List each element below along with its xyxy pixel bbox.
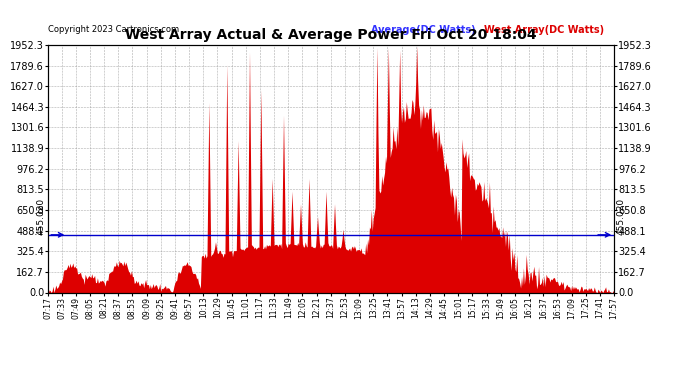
Text: Average(DC Watts): Average(DC Watts) bbox=[371, 25, 475, 35]
Text: Copyright 2023 Cartronics.com: Copyright 2023 Cartronics.com bbox=[48, 25, 179, 34]
Text: 455.020: 455.020 bbox=[617, 198, 626, 235]
Title: West Array Actual & Average Power Fri Oct 20 18:04: West Array Actual & Average Power Fri Oc… bbox=[126, 28, 537, 42]
Text: West Array(DC Watts): West Array(DC Watts) bbox=[484, 25, 604, 35]
Text: 455.020: 455.020 bbox=[37, 198, 46, 235]
